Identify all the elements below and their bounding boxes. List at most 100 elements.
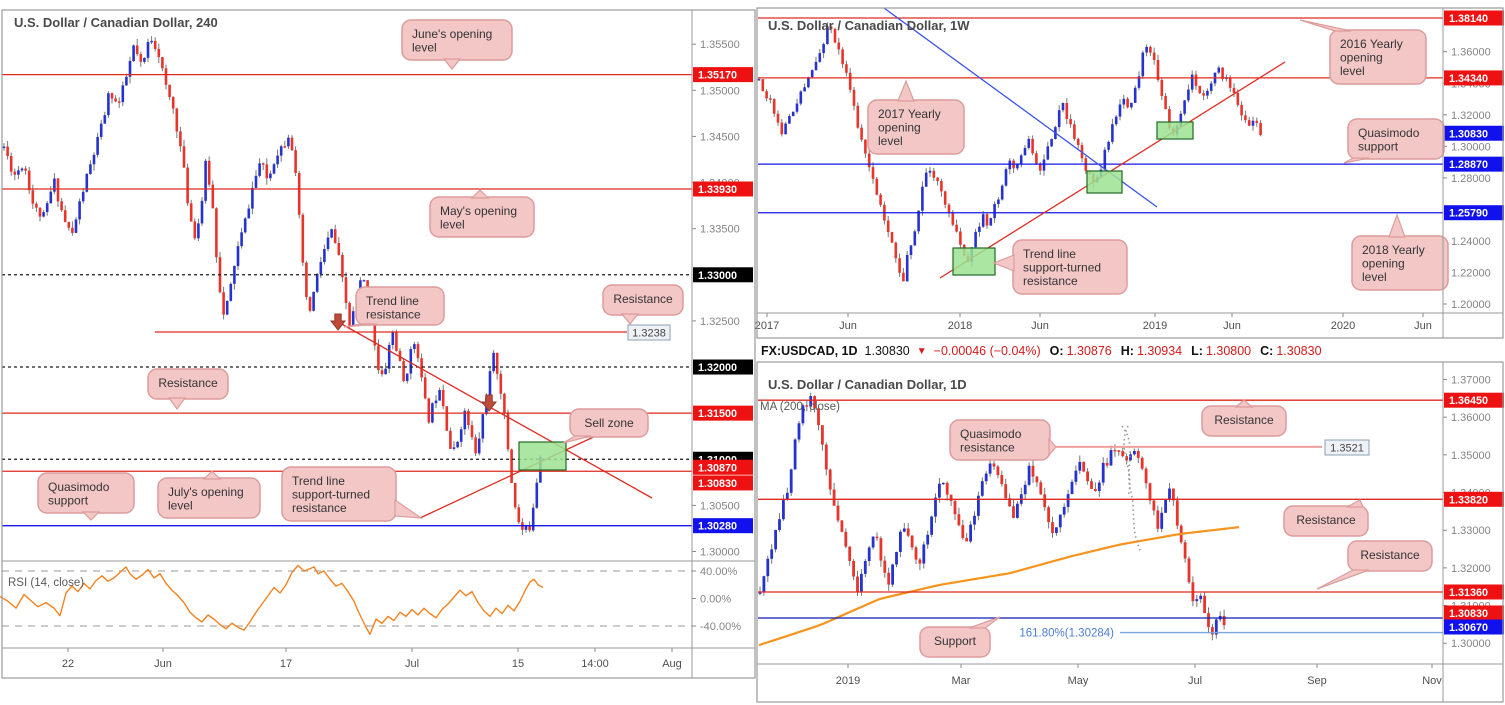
candle-body bbox=[848, 72, 852, 90]
callout-text: level bbox=[412, 41, 437, 55]
symbol-info-bar[interactable]: FX:USDCAD, 1D 1.30830 ▼ −0.00046 (−0.04%… bbox=[761, 342, 1322, 360]
callout-support[interactable]: Support bbox=[919, 616, 1001, 658]
candle-body bbox=[824, 444, 828, 470]
candle-body bbox=[879, 194, 882, 205]
callout-bubble[interactable] bbox=[602, 284, 684, 316]
candle-body bbox=[1160, 512, 1164, 529]
ma-200-line[interactable] bbox=[758, 526, 1240, 647]
zone-box[interactable] bbox=[1156, 121, 1194, 140]
price-label-box[interactable] bbox=[1324, 439, 1370, 456]
candle-body bbox=[225, 300, 229, 315]
time-axis-label: Jun bbox=[1223, 320, 1241, 332]
dotted-annotation[interactable] bbox=[1123, 425, 1131, 497]
candle-body bbox=[922, 544, 926, 564]
candle-body bbox=[1057, 110, 1061, 128]
candle-body bbox=[164, 68, 168, 85]
price-axis-chip bbox=[1444, 70, 1504, 86]
candle-body bbox=[1118, 104, 1122, 117]
callout-bubble[interactable] bbox=[1347, 540, 1433, 572]
callout-text: resistance bbox=[292, 501, 347, 515]
rsi-line[interactable] bbox=[0, 564, 544, 635]
candle-body bbox=[1140, 457, 1144, 469]
callout-sell-zone[interactable]: Sell zone bbox=[562, 408, 649, 444]
trend-line[interactable] bbox=[419, 433, 601, 519]
candle-body bbox=[989, 218, 993, 226]
callout-bubble[interactable] bbox=[1329, 29, 1427, 85]
candle-body bbox=[1097, 482, 1101, 492]
candle-body bbox=[1203, 595, 1206, 614]
price-axis-tick-label: 1.36000 bbox=[1451, 412, 1491, 424]
rsi-indicator-label[interactable]: RSI (14, close) bbox=[8, 577, 84, 589]
time-axis[interactable] bbox=[757, 664, 1503, 702]
trend-line[interactable] bbox=[337, 321, 653, 499]
callout-bubble[interactable] bbox=[147, 368, 229, 400]
callout-bubble[interactable] bbox=[355, 286, 445, 326]
callout-bubble[interactable] bbox=[569, 408, 649, 438]
candle-body bbox=[1240, 104, 1243, 116]
down-arrow-icon[interactable] bbox=[480, 394, 498, 412]
zone-box[interactable] bbox=[1086, 170, 1123, 194]
callout-resistance[interactable]: Resistance bbox=[147, 368, 229, 411]
down-arrow-icon[interactable] bbox=[329, 313, 347, 331]
price-axis-tick-label: 1.30000 bbox=[700, 547, 740, 559]
price-label-box[interactable] bbox=[627, 324, 671, 341]
candle-body bbox=[1111, 124, 1114, 142]
price-axis[interactable] bbox=[1443, 362, 1503, 702]
callout-text: level bbox=[440, 218, 465, 232]
trend-line[interactable] bbox=[939, 61, 1286, 279]
price-axis[interactable] bbox=[692, 10, 755, 678]
candle-body bbox=[988, 463, 992, 474]
candle-body bbox=[799, 91, 803, 104]
candle-body bbox=[894, 242, 898, 259]
callout-bubble[interactable] bbox=[1283, 505, 1369, 537]
callout-bubble[interactable] bbox=[867, 99, 965, 155]
price-axis[interactable] bbox=[1443, 8, 1503, 338]
candle-body bbox=[813, 396, 816, 409]
high-value: 1.30934 bbox=[1136, 344, 1183, 358]
candlestick-series bbox=[2, 36, 542, 535]
candle-body bbox=[1012, 506, 1015, 518]
candle-body bbox=[841, 49, 844, 65]
zone-box[interactable] bbox=[952, 247, 996, 276]
time-axis[interactable] bbox=[2, 648, 755, 678]
callout-bubble[interactable] bbox=[281, 466, 397, 522]
callout-bubble[interactable] bbox=[919, 626, 991, 658]
candle-body bbox=[1031, 138, 1034, 154]
price-axis-chip bbox=[1444, 10, 1504, 26]
time-axis[interactable] bbox=[757, 313, 1503, 338]
dotted-annotation[interactable] bbox=[1121, 425, 1142, 553]
zone-box[interactable] bbox=[518, 441, 567, 471]
candle-body bbox=[380, 370, 384, 375]
candle-body bbox=[757, 79, 761, 81]
callout-resistance[interactable]: Resistance bbox=[1283, 499, 1369, 537]
candle-body bbox=[477, 438, 481, 454]
ma-indicator-label[interactable]: MA (200, close) bbox=[760, 401, 840, 413]
candle-body bbox=[67, 221, 71, 228]
callout-resistance[interactable]: Resistance bbox=[602, 284, 684, 325]
callout-resistance[interactable]: Resistance bbox=[1201, 399, 1287, 437]
candle-body bbox=[1061, 103, 1065, 111]
rsi-pane[interactable] bbox=[2, 561, 692, 648]
callout-bubble[interactable] bbox=[1347, 118, 1445, 160]
candle-body bbox=[985, 214, 989, 226]
candle-body bbox=[524, 525, 528, 530]
candle-body bbox=[1042, 159, 1046, 171]
callout-resistance[interactable]: Resistance bbox=[1316, 540, 1433, 590]
candle-body bbox=[951, 213, 955, 225]
candle-body bbox=[416, 344, 420, 359]
candle-body bbox=[875, 178, 879, 195]
candle-body bbox=[974, 231, 977, 248]
candle-body bbox=[1133, 87, 1137, 103]
